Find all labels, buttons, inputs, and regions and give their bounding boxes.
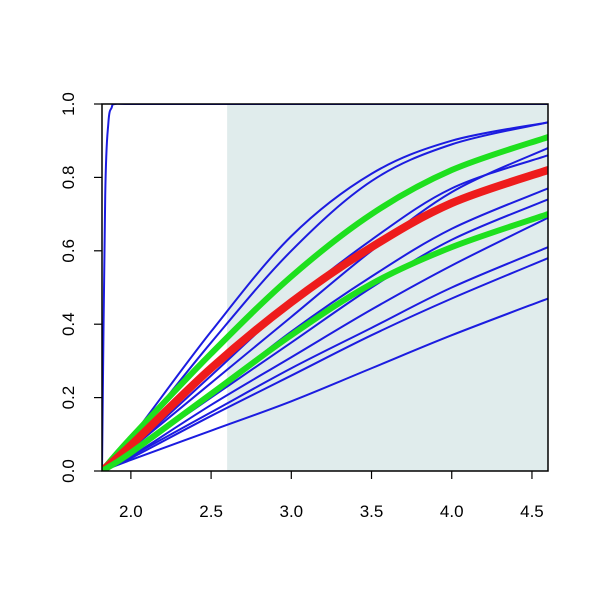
x-tick-label: 4.5: [520, 502, 544, 521]
y-tick-label: 1.0: [59, 92, 78, 116]
x-tick-label: 4.0: [440, 502, 464, 521]
y-tick-label: 0.4: [59, 312, 78, 336]
series-line-14-green: [102, 211, 548, 471]
x-tick-label: 3.0: [279, 502, 303, 521]
series-group: [102, 104, 548, 471]
y-tick-label: 0.6: [59, 239, 78, 263]
y-tick-label: 0.8: [59, 166, 78, 190]
series-line-12-green: [102, 134, 548, 471]
plot-area: [102, 104, 548, 471]
series-line-13-red: [102, 166, 548, 471]
plot-frame: [101, 103, 549, 472]
axes: 2.0 2.5 3.0 3.5 4.0 4.5 0.0 0.2 0.4 0.6 0.8 1.0: [59, 92, 549, 521]
series-line-10-blue: [102, 257, 548, 471]
x-tick-label: 2.0: [119, 502, 143, 521]
x-tick-label: 2.5: [199, 502, 223, 521]
x-tick-label: 3.5: [360, 502, 384, 521]
y-tick-label: 0.0: [59, 459, 78, 483]
y-tick-label: 0.2: [59, 386, 78, 410]
series-line-11-blue: [102, 297, 548, 471]
series-line-9-blue: [102, 246, 548, 471]
